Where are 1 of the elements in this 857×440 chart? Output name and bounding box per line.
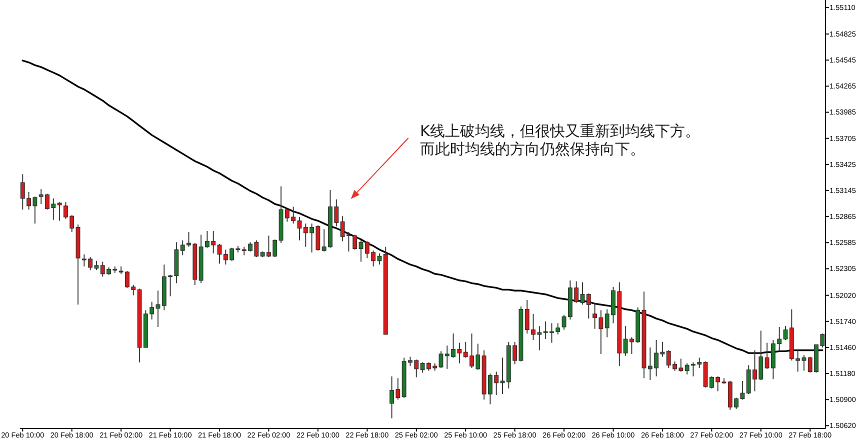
annotation: K线上破均线，但很快又重新到均线下方。 而此时均线的方向仍然保持向下。 bbox=[420, 122, 700, 158]
